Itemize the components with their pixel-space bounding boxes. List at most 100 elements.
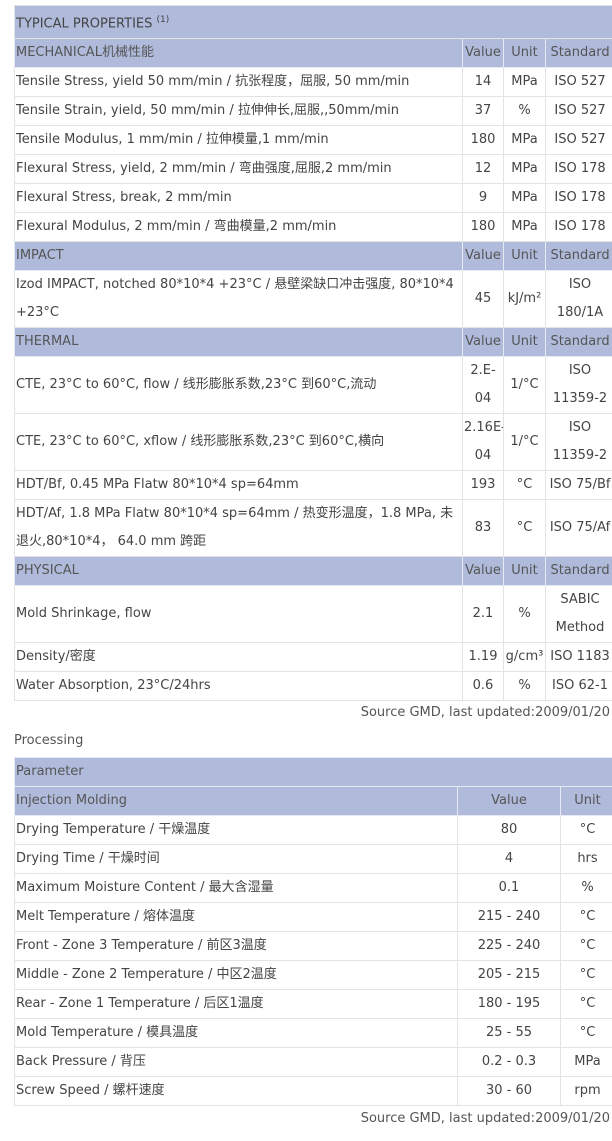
property-standard: ISO 62-1 bbox=[544, 671, 612, 702]
parameter-unit: % bbox=[560, 873, 612, 903]
property-name: Flexural Stress, break, 2 mm/min bbox=[14, 183, 463, 214]
property-standard: ISO 11359-2 bbox=[544, 413, 612, 472]
table-row: Mold Temperature / 模具温度 25 - 55 °C bbox=[14, 1018, 612, 1048]
property-name: Flexural Stress, yield, 2 mm/min / 弯曲强度,… bbox=[14, 154, 463, 185]
property-value: 45 bbox=[462, 270, 504, 329]
property-standard: ISO 1183 bbox=[544, 642, 612, 673]
property-standard: SABIC Method bbox=[544, 585, 612, 644]
column-header-unit: Unit bbox=[503, 556, 546, 587]
section-name: MECHANICAL机械性能 bbox=[14, 38, 463, 69]
parameter-unit: °C bbox=[560, 1018, 612, 1048]
parameter-value: 225 - 240 bbox=[457, 931, 561, 961]
parameter-name: Melt Temperature / 熔体温度 bbox=[14, 902, 458, 932]
table-row: Izod IMPACT, notched 80*10*4 +23°C / 悬壁梁… bbox=[14, 270, 612, 329]
property-value: 2.E-04 bbox=[462, 356, 504, 415]
property-name: Mold Shrinkage, flow bbox=[14, 585, 463, 644]
table-row: CTE, 23°C to 60°C, flow / 线形膨胀系数,23°C 到6… bbox=[14, 356, 612, 415]
column-header-standard: Standard bbox=[544, 556, 612, 587]
property-unit: °C bbox=[503, 470, 546, 501]
parameter-unit: °C bbox=[560, 960, 612, 990]
property-name: CTE, 23°C to 60°C, flow / 线形膨胀系数,23°C 到6… bbox=[14, 356, 463, 415]
properties-title-row: TYPICAL PROPERTIES (1) bbox=[13, 4, 612, 40]
table-row: Rear - Zone 1 Temperature / 后区1温度 180 - 1… bbox=[14, 989, 612, 1019]
property-name: Water Absorption, 23°C/24hrs bbox=[14, 671, 463, 702]
table-row: Flexural Stress, break, 2 mm/min 9 MPa ISO … bbox=[14, 183, 612, 214]
parameter-value: 80 bbox=[457, 815, 561, 845]
table-row: Tensile Modulus, 1 mm/min / 拉伸模量,1 mm/mi… bbox=[14, 125, 612, 156]
parameter-name: Mold Temperature / 模具温度 bbox=[14, 1018, 458, 1048]
table-row: Drying Time / 干燥时间 4 hrs bbox=[14, 844, 612, 874]
column-header-standard: Standard bbox=[544, 241, 612, 272]
parameter-name: Front - Zone 3 Temperature / 前区3温度 bbox=[14, 931, 458, 961]
property-unit: 1/°C bbox=[503, 356, 546, 415]
property-standard: ISO 11359-2 bbox=[544, 356, 612, 415]
column-header-standard: Standard bbox=[544, 327, 612, 358]
parameter-unit: °C bbox=[560, 931, 612, 961]
property-value: 193 bbox=[462, 470, 504, 501]
processing-label: Processing bbox=[14, 733, 84, 748]
table-row: Middle - Zone 2 Temperature / 中区2温度 205 -… bbox=[14, 960, 612, 990]
property-standard: ISO 527 bbox=[544, 125, 612, 156]
property-name: Density/密度 bbox=[14, 642, 463, 673]
properties-title-text: TYPICAL PROPERTIES bbox=[16, 16, 153, 32]
parameter-value: 205 - 215 bbox=[457, 960, 561, 990]
table-row: Mold Shrinkage, flow 2.1% SABIC Method bbox=[14, 585, 612, 644]
parameter-name: Screw Speed / 螺杆速度 bbox=[14, 1076, 458, 1106]
parameter-value: 25 - 55 bbox=[457, 1018, 561, 1048]
properties-title: TYPICAL PROPERTIES (1) bbox=[13, 4, 612, 40]
section-name: IMPACT bbox=[14, 241, 463, 272]
processing-title: Parameter bbox=[14, 757, 612, 787]
property-value: 12 bbox=[462, 154, 504, 185]
section-name: PHYSICAL bbox=[14, 556, 463, 587]
table-row: HDT/Af, 1.8 MPa Flatw 80*10*4 sp=64mm / … bbox=[14, 499, 612, 558]
parameter-value: 30 - 60 bbox=[457, 1076, 561, 1106]
property-standard: ISO 527 bbox=[544, 96, 612, 127]
table-row: Water Absorption, 23°C/24hrs 0.6% ISO 62-1 bbox=[14, 671, 612, 702]
property-name: HDT/Af, 1.8 MPa Flatw 80*10*4 sp=64mm / … bbox=[14, 499, 463, 558]
property-standard: ISO 178 bbox=[544, 212, 612, 243]
parameter-unit: °C bbox=[560, 902, 612, 932]
property-name: CTE, 23°C to 60°C, xflow / 线形膨胀系数,23°C 到… bbox=[14, 413, 463, 472]
property-unit: MPa bbox=[503, 154, 546, 185]
property-standard: ISO 75/Af bbox=[544, 499, 612, 558]
processing-section-header: Injection Molding Value Unit bbox=[14, 786, 612, 816]
parameter-unit: °C bbox=[560, 989, 612, 1019]
property-standard: ISO 180/1A bbox=[544, 270, 612, 329]
column-header-unit: Unit bbox=[503, 241, 546, 272]
table-row: Flexural Stress, yield, 2 mm/min / 弯曲强度,… bbox=[14, 154, 612, 185]
parameter-value: 215 - 240 bbox=[457, 902, 561, 932]
properties-source: Source GMD, last updated:2009/01/20 bbox=[360, 705, 610, 720]
property-value: 2.16E-04 bbox=[462, 413, 504, 472]
property-unit: MPa bbox=[503, 125, 546, 156]
parameter-value: 0.2 - 0.3 bbox=[457, 1047, 561, 1077]
table-row: CTE, 23°C to 60°C, xflow / 线形膨胀系数,23°C 到… bbox=[14, 413, 612, 472]
parameter-name: Drying Temperature / 干燥温度 bbox=[14, 815, 458, 845]
property-value: 1.19 bbox=[462, 642, 504, 673]
table-row: Flexural Modulus, 2 mm/min / 弯曲模量,2 mm/m… bbox=[14, 212, 612, 243]
parameter-unit: hrs bbox=[560, 844, 612, 874]
property-value: 180 bbox=[462, 125, 504, 156]
column-header-unit: Unit bbox=[560, 786, 612, 816]
table-row: Maximum Moisture Content / 最大含湿量 0.1% bbox=[14, 873, 612, 903]
table-row: Screw Speed / 螺杆速度 30 - 60 rpm bbox=[14, 1076, 612, 1106]
parameter-name: Rear - Zone 1 Temperature / 后区1温度 bbox=[14, 989, 458, 1019]
property-value: 2.1 bbox=[462, 585, 504, 644]
property-unit: °C bbox=[503, 499, 546, 558]
property-unit: % bbox=[503, 585, 546, 644]
processing-table: Parameter Injection Molding Value Unit D… bbox=[14, 757, 612, 1106]
property-value: 37 bbox=[462, 96, 504, 127]
parameter-unit: °C bbox=[560, 815, 612, 845]
typical-properties-table: TYPICAL PROPERTIES (1) MECHANICAL机械性能 Val… bbox=[13, 4, 612, 702]
property-standard: ISO 178 bbox=[544, 154, 612, 185]
column-header-value: Value bbox=[462, 556, 504, 587]
parameter-name: Back Pressure / 背压 bbox=[14, 1047, 458, 1077]
property-name: Tensile Strain, yield, 50 mm/min / 拉伸伸长,… bbox=[14, 96, 463, 127]
column-header-unit: Unit bbox=[503, 327, 546, 358]
parameter-unit: rpm bbox=[560, 1076, 612, 1106]
property-unit: MPa bbox=[503, 183, 546, 214]
table-row: Back Pressure / 背压 0.2 - 0.3 MPa bbox=[14, 1047, 612, 1077]
processing-title-row: Parameter bbox=[14, 757, 612, 787]
property-unit: % bbox=[503, 671, 546, 702]
table-row: HDT/Bf, 0.45 MPa Flatw 80*10*4 sp=64mm 19… bbox=[14, 470, 612, 501]
property-unit: MPa bbox=[503, 67, 546, 98]
